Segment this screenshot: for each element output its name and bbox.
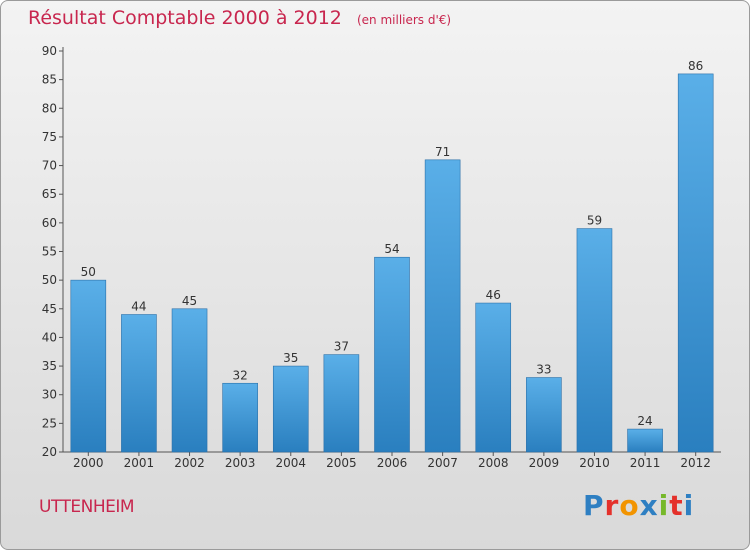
bar-2010 <box>576 228 613 453</box>
x-tick-label: 2000 <box>73 456 104 470</box>
data-label-2002: 45 <box>182 294 197 308</box>
title-row: Résultat Comptable 2000 à 2012 (en milli… <box>28 7 451 29</box>
y-tick-label: 65 <box>42 187 57 201</box>
data-label-2004: 35 <box>283 351 298 365</box>
y-tick-label: 50 <box>42 273 57 287</box>
bar-2003 <box>222 382 258 453</box>
data-label-2011: 24 <box>637 414 652 428</box>
x-tick-label: 2007 <box>427 456 458 470</box>
x-tick-label: 2010 <box>579 456 610 470</box>
bars <box>70 73 714 453</box>
x-tick-label: 2005 <box>326 456 357 470</box>
logo-letter: t <box>669 489 684 522</box>
x-tick-label: 2002 <box>174 456 205 470</box>
logo-letter: i <box>683 489 695 522</box>
data-label-2008: 46 <box>486 288 501 302</box>
bar-2001 <box>121 314 157 453</box>
y-tick-label: 70 <box>42 159 57 173</box>
data-label-2003: 32 <box>233 368 248 382</box>
bar-2005 <box>323 354 360 453</box>
logo-letter: r <box>604 489 620 522</box>
bar-2004 <box>272 365 309 453</box>
y-tick-label: 25 <box>42 416 57 430</box>
data-label-2000: 50 <box>81 265 96 279</box>
bar-2012 <box>677 73 714 453</box>
bar-2006 <box>374 256 410 453</box>
proxiti-logo: Proxiti <box>583 489 694 522</box>
data-label-2010: 59 <box>587 214 602 228</box>
y-tick-label: 80 <box>42 101 57 115</box>
bar-2007 <box>424 159 461 453</box>
y-tick-label: 60 <box>42 216 57 230</box>
logo-letter: x <box>639 489 659 522</box>
data-label-2006: 54 <box>384 242 399 256</box>
data-label-2005: 37 <box>334 340 349 354</box>
bar-2002 <box>171 308 208 453</box>
bar-2008 <box>475 302 512 453</box>
x-tick-label: 2009 <box>529 456 560 470</box>
y-tick-label: 40 <box>42 330 57 344</box>
y-tick-label: 35 <box>42 359 57 373</box>
y-tick-label: 90 <box>42 44 57 58</box>
data-labels: 50 44 45 32 35 37 54 71 46 33 59 24 86 <box>81 59 704 428</box>
data-label-2012: 86 <box>688 59 703 73</box>
bar-2009 <box>526 377 562 453</box>
chart-subtitle: (en milliers d'€) <box>356 13 452 27</box>
x-tick-label: 2011 <box>630 456 661 470</box>
data-label-2009: 33 <box>536 363 551 377</box>
bar-2011 <box>627 428 663 453</box>
x-tick-label: 2001 <box>124 456 155 470</box>
y-tick-label: 55 <box>42 245 57 259</box>
bar-2000 <box>70 279 107 453</box>
y-tick-label: 85 <box>42 73 57 87</box>
x-tick-label: 2008 <box>478 456 509 470</box>
logo-letter: P <box>583 489 605 522</box>
y-tick-label: 30 <box>42 388 57 402</box>
chart-title: Résultat Comptable 2000 à 2012 <box>28 7 342 29</box>
x-tick-label: 2012 <box>680 456 711 470</box>
commune-name: UTTENHEIM <box>39 497 135 517</box>
y-tick-label: 45 <box>42 302 57 316</box>
data-label-2001: 44 <box>131 300 146 314</box>
logo-letter: i <box>658 489 670 522</box>
x-tick-label: 2003 <box>225 456 256 470</box>
logo-letter: o <box>619 489 640 522</box>
x-tick-label: 2004 <box>275 456 306 470</box>
x-tick-label: 2006 <box>377 456 408 470</box>
y-tick-label: 75 <box>42 130 57 144</box>
y-tick-label: 20 <box>42 445 57 459</box>
data-label-2007: 71 <box>435 145 450 159</box>
